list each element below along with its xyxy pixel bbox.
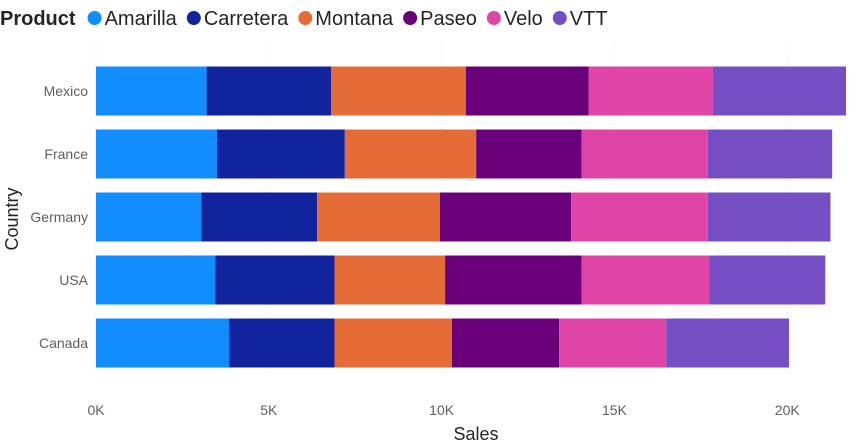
bar-france-carretera[interactable] (216, 129, 345, 179)
x-axis-ticks: 0K 5K 10K 15K 20K (87, 402, 800, 418)
y-tick-label: Mexico (44, 83, 89, 99)
legend-marker-vtt (552, 11, 567, 25)
bars (96, 66, 846, 368)
legend-marker-paseo (403, 11, 418, 25)
bar-canada-paseo[interactable] (451, 318, 560, 368)
bar-canada-velo[interactable] (559, 318, 667, 368)
bar-usa-montana[interactable] (334, 255, 446, 305)
legend-marker-carretera (186, 11, 201, 25)
bar-germany-amarilla[interactable] (96, 192, 202, 242)
bar-mexico-vtt[interactable] (712, 66, 846, 116)
bar-canada-vtt[interactable] (666, 318, 789, 368)
x-tick-label: 15K (602, 402, 628, 418)
x-axis-title: Sales (453, 424, 498, 442)
bar-canada-carretera[interactable] (229, 318, 335, 368)
y-tick-label: Canada (39, 335, 88, 351)
y-tick-label: France (44, 146, 88, 162)
bar-mexico-velo[interactable] (588, 66, 713, 116)
bar-germany-carretera[interactable] (201, 192, 318, 242)
bar-germany-paseo[interactable] (439, 192, 572, 242)
bar-mexico-montana[interactable] (331, 66, 466, 116)
legend-label-velo[interactable]: Velo (504, 8, 543, 30)
bar-usa-paseo[interactable] (445, 255, 582, 305)
legend-marker-velo (486, 11, 501, 25)
y-axis-ticks: Mexico France Germany USA Canada (30, 83, 88, 351)
legend-title: Product (0, 8, 76, 30)
bar-usa-vtt[interactable] (709, 255, 826, 305)
x-tick-label: 5K (260, 402, 278, 418)
bar-germany-velo[interactable] (571, 192, 708, 242)
bar-france-montana[interactable] (344, 129, 477, 179)
legend-label-vtt[interactable]: VTT (570, 8, 608, 30)
bar-usa-carretera[interactable] (215, 255, 335, 305)
y-tick-label: Germany (30, 209, 88, 225)
bar-mexico-paseo[interactable] (465, 66, 589, 116)
bar-usa-velo[interactable] (581, 255, 710, 305)
y-axis-title: Country (2, 187, 22, 250)
bar-france-vtt[interactable] (707, 129, 833, 179)
x-tick-label: 0K (87, 402, 105, 418)
bar-france-amarilla[interactable] (96, 129, 217, 179)
bar-canada-amarilla[interactable] (96, 318, 230, 368)
bar-canada-montana[interactable] (334, 318, 452, 368)
bar-usa-amarilla[interactable] (96, 255, 216, 305)
bar-france-velo[interactable] (581, 129, 708, 179)
legend-marker-amarilla (87, 11, 102, 25)
legend-label-amarilla[interactable]: Amarilla (105, 8, 178, 30)
bar-germany-vtt[interactable] (707, 192, 831, 242)
bar-germany-montana[interactable] (317, 192, 440, 242)
bar-france-paseo[interactable] (476, 129, 582, 179)
legend: Product Amarilla Carretera Montana Paseo Vel… (0, 8, 608, 30)
bar-mexico-carretera[interactable] (206, 66, 332, 116)
x-tick-label: 20K (775, 402, 801, 418)
legend-label-carretera[interactable]: Carretera (204, 8, 289, 30)
bar-mexico-amarilla[interactable] (96, 66, 207, 116)
y-tick-label: USA (59, 272, 88, 288)
x-tick-label: 10K (429, 402, 455, 418)
legend-marker-montana (298, 11, 313, 25)
legend-label-montana[interactable]: Montana (315, 8, 394, 30)
legend-label-paseo[interactable]: Paseo (420, 8, 477, 30)
